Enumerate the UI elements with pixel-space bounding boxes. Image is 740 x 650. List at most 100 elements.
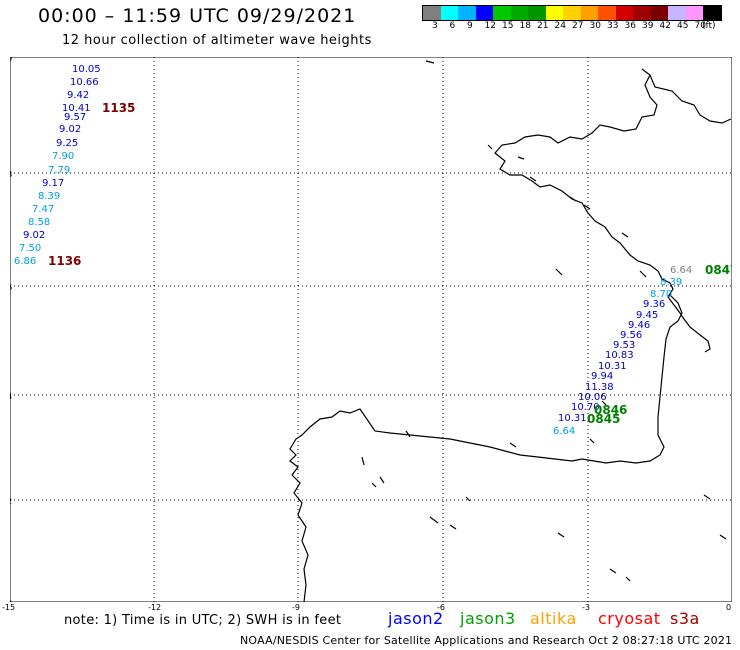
legend-label-14: 45: [677, 21, 689, 31]
swh-value: 9.45: [636, 310, 658, 321]
page-title: 00:00 – 11:59 UTC 09/29/2021: [38, 5, 357, 27]
pass-time: 0846: [594, 403, 627, 417]
swh-value: 10.83: [605, 350, 634, 361]
legend-label-8: 27: [572, 21, 584, 31]
satellite-altika: altika: [530, 609, 577, 628]
swh-value: 9.53: [613, 340, 635, 351]
swh-value: 9.36: [643, 299, 665, 310]
satellite-jason2: jason2: [388, 609, 444, 628]
lat-label: 44: [10, 392, 12, 401]
footer-credit: NOAA/NESDIS Center for Satellite Applica…: [240, 634, 733, 647]
swh-value: 10.66: [70, 77, 99, 88]
map-panel: 504846444240 10.0510.669.4210.419.579.02…: [10, 57, 732, 602]
swh-value: 7.47: [32, 204, 54, 215]
page-subtitle: 12 hour collection of altimeter wave hei…: [62, 33, 372, 48]
legend-swatch-0: [423, 6, 441, 20]
legend-label-4: 15: [502, 21, 514, 31]
legend-label-3: 12: [484, 21, 496, 31]
lon-label: -12: [148, 603, 162, 612]
swh-value: 9.02: [59, 124, 81, 135]
swh-value: 6.64: [670, 265, 692, 276]
legend-swatch-16: [703, 6, 721, 20]
swh-value: 8.70: [650, 289, 672, 300]
legend-swatch-2: [458, 6, 476, 20]
swh-value: 9.02: [23, 230, 45, 241]
swh-value: 6.86: [14, 256, 36, 267]
legend-label-7: 24: [554, 21, 566, 31]
swh-value: 9.57: [64, 112, 86, 123]
swh-value: 10.05: [72, 64, 101, 75]
swh-value: 8.39: [660, 277, 682, 288]
legend-swatch-11: [615, 6, 633, 20]
lon-label: 0: [726, 603, 732, 612]
legend-label-6: 21: [537, 21, 549, 31]
legend-swatch-3: [475, 6, 493, 20]
island-shapes: [361, 60, 727, 582]
legend-swatch-10: [598, 6, 616, 20]
france-coast: [494, 68, 732, 464]
lat-label: 48: [10, 170, 12, 179]
lon-label: -15: [2, 603, 16, 612]
legend-swatch-12: [633, 6, 651, 20]
legend-swatch-7: [545, 6, 563, 20]
legend-label-13: 42: [659, 21, 671, 31]
satellite-jason3: jason3: [460, 609, 516, 628]
legend-label-11: 36: [624, 21, 636, 31]
swh-value: 9.56: [620, 330, 642, 341]
legend-swatch-8: [563, 6, 581, 20]
satellite-s3a: s3a: [670, 609, 700, 628]
satellite-cryosat: cryosat: [598, 609, 661, 628]
lon-label: -9: [292, 603, 300, 612]
legend-swatch-14: [668, 6, 686, 20]
legend-swatch-1: [440, 6, 458, 20]
pass-time: 1136: [48, 254, 81, 268]
color-legend: [422, 5, 722, 21]
lat-label: 46: [10, 283, 12, 292]
lat-label: 50: [10, 57, 12, 63]
pass-time: 0845: [587, 412, 620, 426]
swh-value: 7.90: [52, 151, 74, 162]
legend-swatch-13: [650, 6, 668, 20]
map-frame: [10, 57, 732, 602]
swh-value: 11.38: [585, 382, 614, 393]
legend-swatch-5: [510, 6, 528, 20]
spain-coast: [289, 408, 573, 602]
swh-value: 9.25: [56, 138, 78, 149]
swh-value: 7.79: [48, 165, 70, 176]
lat-label: 40: [10, 599, 12, 602]
coastline: [289, 60, 732, 602]
lon-label: -6: [437, 603, 445, 612]
swh-value: 10.31: [598, 361, 627, 372]
swh-value: 8.58: [28, 217, 50, 228]
legend-label-15: 70: [694, 21, 706, 31]
legend-label-9: 30: [589, 21, 601, 31]
swh-value: 10.06: [578, 392, 607, 403]
swh-value: 6.64: [553, 426, 575, 437]
legend-label-5: 18: [519, 21, 531, 31]
legend-label-10: 33: [607, 21, 619, 31]
swh-value: 9.46: [628, 320, 650, 331]
legend-label-2: 9: [467, 21, 473, 31]
swh-value: 8.39: [38, 191, 60, 202]
legend-label-12: 39: [642, 21, 654, 31]
swh-value: 9.17: [42, 178, 64, 189]
legend-label-1: 6: [449, 21, 456, 31]
legend-swatch-4: [493, 6, 511, 20]
pass-time: 1135: [102, 101, 135, 115]
swh-value: 9.94: [591, 371, 613, 382]
legend-label-0: 3: [432, 21, 438, 31]
swh-value: 7.50: [19, 243, 41, 254]
legend-swatch-15: [685, 6, 703, 20]
legend-label-16: (ft): [702, 21, 716, 31]
graticule: 50 48 46 44 42 40: [10, 57, 732, 602]
swh-value: 10.41: [62, 103, 91, 114]
lon-label: -3: [582, 603, 590, 612]
swh-value: 10.70: [571, 402, 600, 413]
pass-time: 0847: [705, 263, 732, 277]
lat-label: 42: [10, 497, 12, 506]
swh-value: 10.31: [558, 413, 587, 424]
swh-value: 9.42: [67, 90, 89, 101]
legend-swatch-6: [528, 6, 546, 20]
legend-swatch-9: [580, 6, 598, 20]
note-text: note: 1) Time is in UTC; 2) SWH is in fe…: [64, 613, 342, 628]
